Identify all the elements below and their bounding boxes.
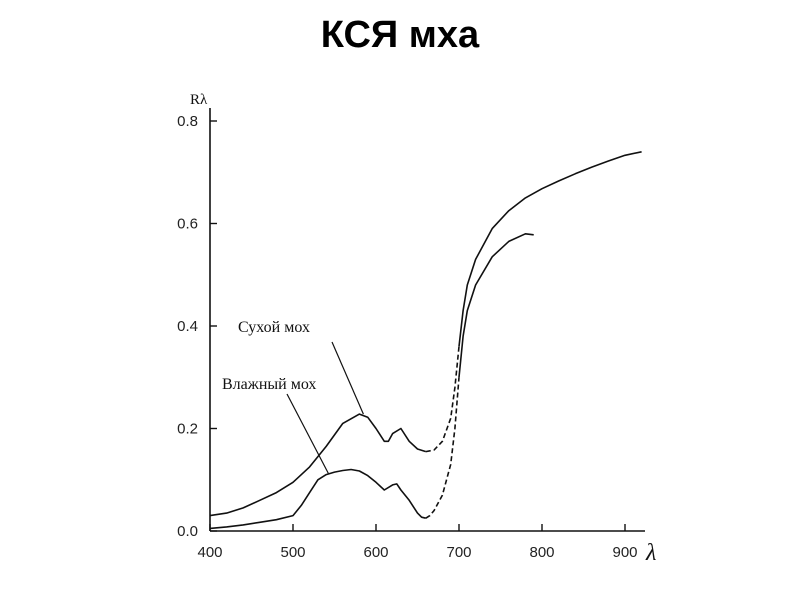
annotation-label: Сухой мох — [238, 319, 310, 336]
axes: 0.0 0.2 0.4 0.6 0.8 400 500 600 700 800 900 Rλ λ — [177, 92, 656, 566]
x-tick-label: 500 — [280, 544, 305, 561]
series-line-wet-moss — [458, 233, 534, 378]
y-tick-label: 0.0 — [177, 523, 198, 540]
y-tick-label: 0.8 — [177, 113, 198, 130]
series-lines — [209, 151, 642, 530]
series-line-dry-moss — [209, 413, 427, 517]
x-tick-label: 600 — [363, 544, 388, 561]
y-tick-label: 0.6 — [177, 216, 198, 233]
slide-title: КСЯ мха — [320, 14, 480, 56]
series-line-dry-moss-dashed — [425, 346, 460, 453]
y-tick-label: 0.4 — [177, 318, 198, 335]
series-line-wet-moss-dashed — [425, 377, 460, 519]
x-tick-label: 400 — [197, 544, 222, 561]
x-tick-label: 700 — [446, 544, 471, 561]
annotation-label: Влажный мох — [222, 376, 316, 393]
x-tick-label: 900 — [612, 544, 637, 561]
series-line-dry-moss — [458, 151, 642, 347]
series-line-wet-moss — [209, 468, 426, 530]
x-axis-label: λ — [645, 540, 656, 566]
annotation-leader-line — [331, 341, 364, 415]
annotations: Сухой мох Влажный мох — [222, 319, 364, 474]
annotation-leader-line — [286, 393, 329, 474]
y-axis-label: Rλ — [190, 92, 208, 108]
y-tick-label: 0.2 — [177, 421, 198, 438]
x-tick-label: 800 — [529, 544, 554, 561]
